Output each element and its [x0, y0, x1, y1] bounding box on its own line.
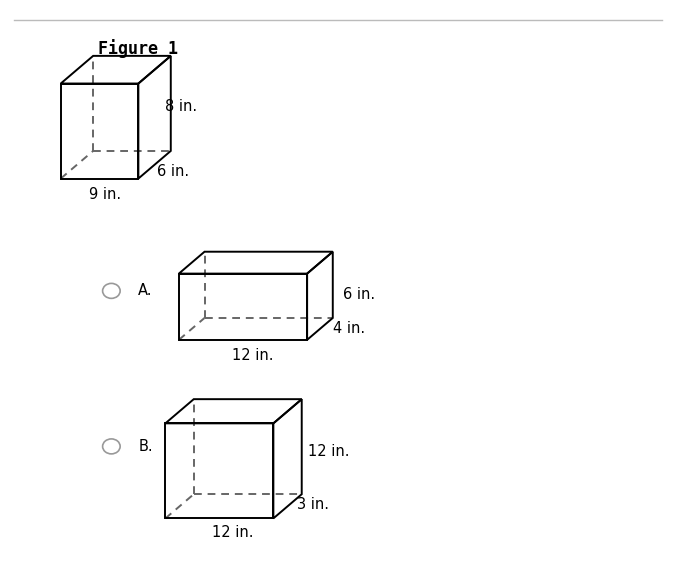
Text: Figure 1: Figure 1: [98, 40, 178, 58]
Text: 4 in.: 4 in.: [333, 321, 365, 336]
Text: 12 in.: 12 in.: [212, 525, 254, 540]
Text: 6 in.: 6 in.: [343, 287, 375, 302]
Text: 8 in.: 8 in.: [165, 99, 198, 114]
Text: 12 in.: 12 in.: [232, 348, 274, 363]
Text: 3 in.: 3 in.: [297, 497, 329, 511]
Text: 6 in.: 6 in.: [157, 164, 189, 179]
Text: 9 in.: 9 in.: [88, 187, 121, 202]
Text: A.: A.: [138, 283, 153, 298]
Text: B.: B.: [138, 439, 153, 454]
Text: 12 in.: 12 in.: [308, 444, 349, 459]
